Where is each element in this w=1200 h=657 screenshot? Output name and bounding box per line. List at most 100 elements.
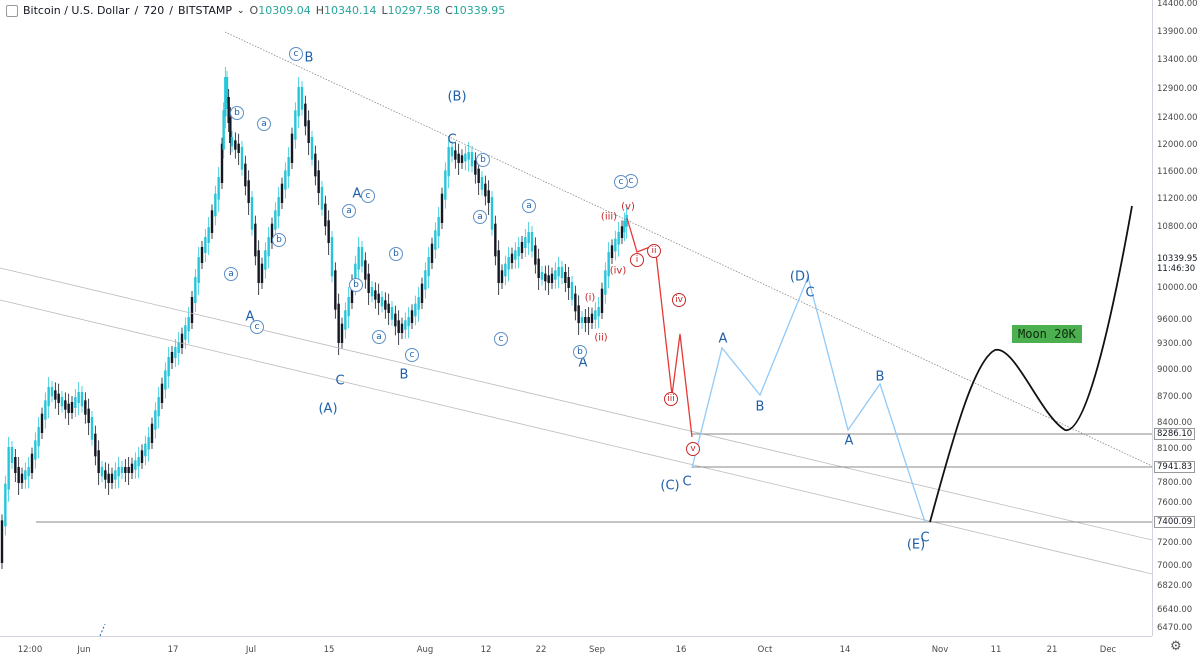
candle-body (160, 383, 164, 403)
symbol-legend[interactable]: Bitcoin / U.S. Dollar / 720 / BITSTAMP ⌄… (6, 4, 505, 17)
candle-body (74, 397, 77, 408)
candle-body (67, 403, 70, 413)
price-tick: 6640.00 (1157, 605, 1193, 615)
price-tick: 12900.00 (1157, 84, 1198, 94)
candle-body (274, 210, 277, 230)
candle-body (90, 417, 94, 440)
candle-body (144, 443, 147, 457)
candle-body (140, 450, 144, 463)
subwave-label: (iii) (600, 211, 618, 223)
candle-body (364, 260, 367, 280)
candle-body (270, 223, 274, 243)
candle-body (124, 467, 127, 473)
candle-body (370, 287, 374, 297)
interval[interactable]: 720 (143, 4, 165, 17)
chevron-down-icon[interactable]: ⌄ (236, 5, 245, 16)
candle-body (440, 193, 444, 223)
candle-body (354, 263, 357, 287)
price-tick: 12000.00 (1157, 140, 1198, 150)
candle-body (320, 187, 324, 210)
wave-label: A (245, 309, 255, 325)
candle-body (114, 470, 117, 480)
candle-body (87, 408, 90, 423)
wave-circle-label: b (230, 106, 244, 120)
price-tick: 7000.00 (1157, 561, 1193, 571)
price-tick: 7800.00 (1157, 478, 1193, 488)
price-axis[interactable] (1152, 0, 1200, 636)
time-axis[interactable] (0, 636, 1152, 657)
candle-body (224, 77, 227, 117)
price-tick: 8700.00 (1157, 392, 1193, 402)
price-chart[interactable] (0, 0, 1152, 636)
candle-body (300, 87, 304, 110)
candle-body (350, 280, 354, 303)
wave-label: (E) (906, 537, 926, 553)
candle-body (337, 303, 340, 343)
candle-body (420, 283, 424, 303)
candle-body (167, 357, 170, 377)
candle-body (584, 317, 587, 323)
candle-body (137, 457, 140, 467)
candle-body (210, 210, 214, 233)
wave-circle-label: a (257, 117, 271, 131)
price-level-tag: 8286.10 (1154, 428, 1196, 440)
candle-body (410, 310, 414, 323)
candle-body (7, 447, 10, 490)
candle-body (27, 467, 30, 477)
candle-series (0, 67, 628, 569)
time-tick: 12:00 (17, 645, 43, 655)
candle-body (280, 183, 284, 203)
candle-body (434, 230, 437, 250)
candle-body (214, 193, 217, 217)
time-tick: Jun (77, 645, 91, 655)
candle-body (380, 297, 384, 307)
candle-body (594, 310, 597, 320)
candle-body (40, 413, 44, 433)
candle-body (417, 297, 420, 310)
candle-body (307, 120, 310, 143)
time-tick: 11 (990, 645, 1002, 655)
candle-body (454, 150, 457, 160)
price-tick: 6470.00 (1157, 623, 1193, 633)
bar-countdown: 11:46:30 (1157, 264, 1196, 274)
candle-body (230, 137, 234, 147)
subwave-label: iv (672, 293, 686, 307)
time-tick: Dec (1099, 645, 1117, 655)
candle-body (44, 400, 47, 420)
candle-body (450, 147, 454, 157)
upper-trendline (224, 31, 1152, 467)
candle-body (464, 153, 467, 162)
candle-body (430, 243, 434, 263)
wave-label: C (805, 285, 815, 301)
wave-label: A (718, 331, 728, 347)
wave-circle-label: a (522, 199, 536, 213)
candle-body (457, 153, 460, 163)
candle-body (264, 250, 267, 270)
wave-circle-label: a (473, 210, 487, 224)
wave-circle-label: b (389, 247, 403, 261)
time-tick: 21 (1046, 645, 1058, 655)
candle-body (550, 273, 554, 283)
candle-body (544, 273, 547, 282)
gear-icon[interactable]: ⚙ (1170, 639, 1182, 654)
wave-circle-label: c (250, 320, 264, 334)
candle-body (404, 320, 407, 330)
price-tick: 14400.00 (1157, 0, 1198, 9)
last-price-tag: 10339.95 11:46:30 (1157, 254, 1198, 274)
candle-body (470, 152, 474, 167)
candle-body (620, 226, 624, 238)
wave-label: C (920, 530, 930, 546)
candle-body (520, 242, 524, 253)
wave-label: B (399, 367, 409, 383)
candle-body (547, 275, 550, 283)
symbol-icon (6, 4, 18, 17)
wave-label: (C) (660, 478, 680, 494)
moon-annotation: Moon 20K (1012, 325, 1082, 343)
projection-wave-path (691, 274, 926, 523)
candle-body (414, 303, 417, 317)
candle-body (500, 270, 504, 283)
candle-body (177, 342, 180, 353)
candle-body (227, 97, 230, 123)
price-tick: 12400.00 (1157, 113, 1198, 123)
